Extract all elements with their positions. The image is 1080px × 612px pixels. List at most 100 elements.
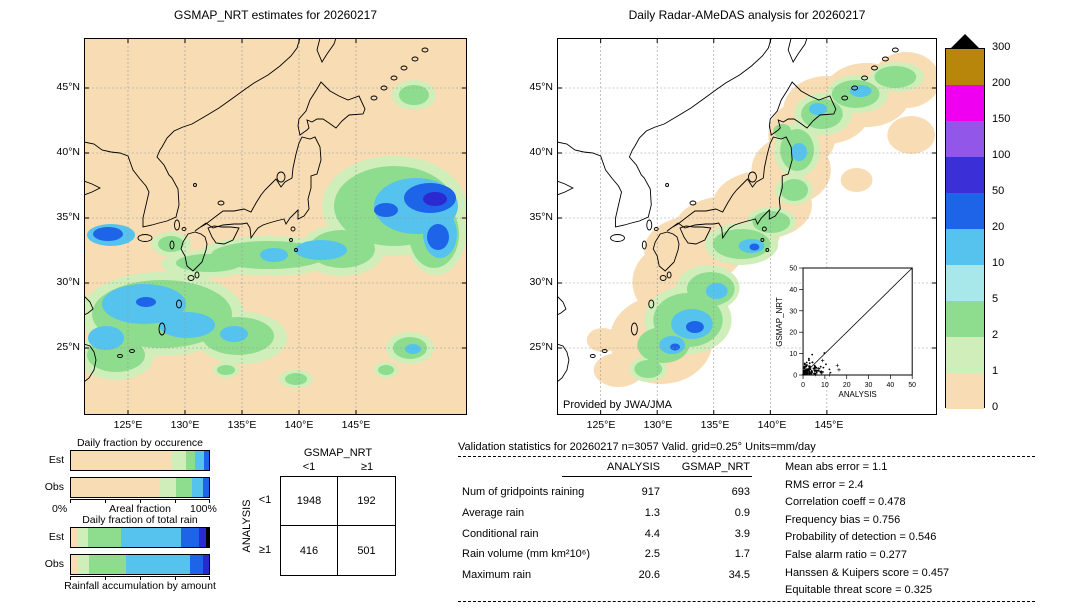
stats-analysis-value: 4.4	[644, 527, 660, 540]
colorbar-tick-label: 200	[992, 77, 1011, 89]
bar-segment	[195, 451, 205, 470]
contingency-cell: 501	[357, 544, 376, 557]
contingency-cell: 416	[281, 526, 338, 575]
svg-text:30: 30	[789, 308, 797, 315]
score-line: Hanssen & Kuipers score = 0.457	[785, 566, 950, 579]
colorbar-segment	[946, 157, 984, 193]
axis-title: Areal fraction	[109, 503, 171, 515]
score-line: Correlation coeff = 0.478	[785, 496, 906, 509]
axis-tick	[140, 500, 141, 503]
contingency-col-label: <1	[302, 461, 316, 473]
stats-analysis-value: 1.3	[644, 506, 660, 519]
lat-tick-label: 30°N	[56, 276, 80, 288]
score-line: Equitable threat score = 0.325	[785, 584, 933, 597]
contingency-row-header: ANALYSIS	[241, 499, 253, 553]
contingency-col-label: ≥1	[360, 461, 374, 473]
contingency-cell: 1948	[281, 477, 338, 526]
axis-tick	[70, 500, 71, 503]
axis-tick	[105, 500, 106, 503]
bar-segment	[185, 451, 196, 470]
bar-row-label: Est	[48, 531, 64, 543]
axis-min-label: 0%	[52, 503, 68, 515]
colorbar-segment	[946, 229, 984, 265]
contingency-row-label: ≥1	[258, 544, 272, 556]
bar-segment	[71, 478, 160, 497]
lon-tick-label: 145°E	[341, 419, 371, 431]
bar-segment	[87, 528, 121, 547]
colorbar-segment	[946, 121, 984, 157]
map-border	[84, 38, 467, 415]
lat-tick-label: 30°N	[529, 276, 553, 288]
contingency-row-label: <1	[258, 494, 272, 506]
svg-text:10: 10	[789, 351, 797, 358]
colorbar-segment	[946, 373, 984, 409]
lat-tick-label: 35°N	[56, 211, 80, 223]
axis-tick	[209, 500, 210, 503]
map-credit: Provided by JWA/JMA	[563, 399, 673, 411]
stacked-bar	[70, 477, 210, 498]
bar-segment	[171, 451, 186, 470]
stats-analysis-value: 20.6	[638, 569, 660, 582]
axis-tick	[175, 500, 176, 503]
lon-tick-label: 130°E	[643, 419, 673, 431]
score-line: Frequency bias = 0.756	[785, 513, 901, 526]
colorbar-over-arrow	[951, 34, 979, 48]
colorbar-tick-label: 5	[992, 293, 999, 305]
inset-tick-labels: 00 10 10 20 20 30 30 40 40 50 50	[789, 265, 916, 389]
inset-ylabel: GSMAP_NRT	[775, 297, 784, 347]
axis-tick	[209, 577, 210, 580]
stats-row-label: Num of gridpoints raining	[462, 486, 585, 498]
score-line: Probability of detection = 0.546	[785, 531, 937, 544]
stats-analysis-value: 917	[641, 486, 660, 498]
bar-row-label: Obs	[44, 558, 64, 570]
stats-gsmap-value: 3.9	[734, 527, 750, 540]
svg-text:0: 0	[801, 382, 805, 389]
one-to-one-line	[802, 267, 913, 376]
lat-tick-label: 35°N	[529, 211, 553, 223]
left-precip-map	[84, 38, 467, 415]
stats-header-underline	[562, 476, 752, 477]
bar-segment	[204, 451, 209, 470]
lon-tick-label: 135°E	[227, 419, 257, 431]
lat-tick-label: 25°N	[529, 341, 553, 353]
colorbar-segment	[946, 301, 984, 337]
bar-axis	[70, 576, 210, 580]
separator-top	[458, 456, 1035, 457]
bar-segment	[77, 555, 89, 574]
contingency-cell: 192	[338, 477, 395, 526]
colorbar-segment	[946, 85, 984, 121]
lat-tick-label: 45°N	[56, 81, 80, 93]
stats-gsmap-value: 0.9	[734, 506, 750, 519]
lon-tick-label: 145°E	[814, 419, 844, 431]
lon-tick-label: 135°E	[700, 419, 730, 431]
stats-row-label: Maximum rain	[462, 569, 532, 582]
bar-segment	[202, 478, 209, 497]
bar-axis	[70, 499, 210, 503]
axis-max-label: 100%	[190, 503, 217, 515]
stacked-bar	[70, 527, 210, 548]
bar-segment	[199, 528, 207, 547]
stats-analysis-value: 2.5	[644, 548, 660, 561]
bar-segment	[191, 478, 203, 497]
svg-text:50: 50	[908, 382, 916, 389]
colorbar-segment	[946, 49, 984, 85]
axis-tick	[105, 577, 106, 580]
colorbar-tick-label: 10	[992, 257, 1005, 269]
colorbar-segment	[946, 265, 984, 301]
bar-chart-title: Daily fraction by occurence	[76, 437, 204, 449]
lon-tick-label: 130°E	[170, 419, 200, 431]
colorbar-tick-label: 50	[992, 185, 1005, 197]
bar-row-label: Obs	[44, 481, 64, 493]
stats-gsmap-value: 1.7	[734, 548, 750, 561]
precip-layer-darkblue	[423, 192, 447, 206]
svg-text:50: 50	[789, 265, 797, 272]
colorbar-tick-label: 2	[992, 329, 999, 341]
bar-segment	[71, 555, 78, 574]
colorbar-tick-label: 300	[992, 41, 1011, 53]
stats-col-header: ANALYSIS	[607, 461, 660, 473]
right-map-title: Daily Radar-AMeDAS analysis for 20260217	[628, 8, 866, 22]
contingency-col-header: GSMAP_NRT	[303, 447, 373, 459]
separator-bottom	[458, 601, 1035, 602]
svg-text:0: 0	[793, 372, 797, 379]
